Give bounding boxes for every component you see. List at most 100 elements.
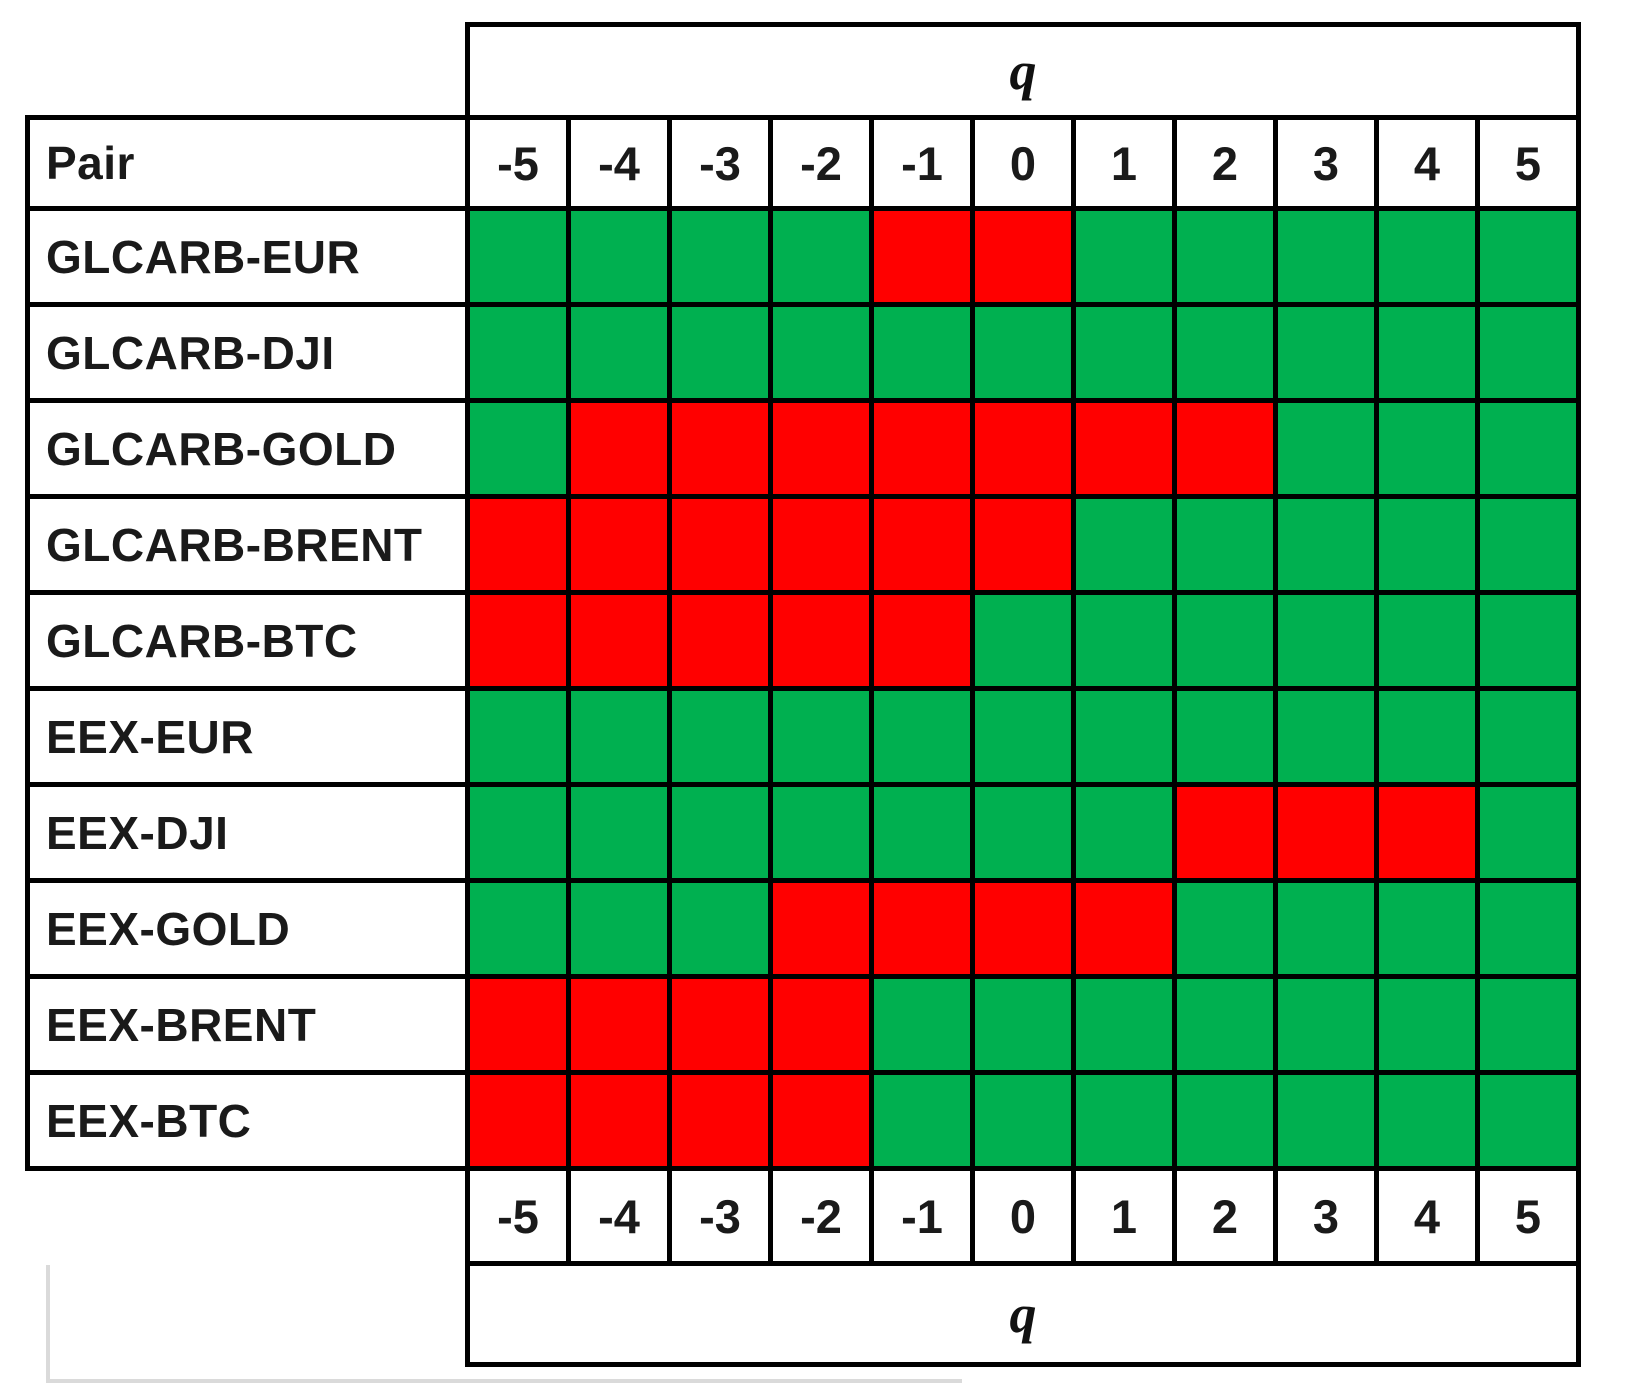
table-row: GLCARB-DJI: [25, 302, 1581, 403]
heat-cell-red: [768, 1070, 874, 1171]
pair-column-header: Pair: [25, 115, 470, 211]
q-column-footer: 5: [1475, 1166, 1581, 1266]
heat-cell-green: [1374, 494, 1480, 595]
q-column-footer: -5: [465, 1166, 571, 1266]
heat-cell-red: [566, 974, 672, 1075]
q-column-footer: 3: [1273, 1166, 1379, 1266]
q-column-header: 2: [1172, 115, 1278, 211]
heat-cell-green: [1475, 782, 1581, 883]
heat-cell-green: [465, 686, 571, 787]
heat-cell-green: [465, 782, 571, 883]
table-row: GLCARB-BTC: [25, 590, 1581, 691]
pair-label: GLCARB-BRENT: [25, 494, 470, 595]
heat-cell-red: [465, 1070, 571, 1171]
heat-cell-red: [465, 494, 571, 595]
table-row: GLCARB-GOLD: [25, 398, 1581, 499]
heat-cell-green: [1374, 206, 1480, 307]
heat-cell-red: [667, 494, 773, 595]
heat-cell-green: [869, 686, 975, 787]
q-column-header: 3: [1273, 115, 1379, 211]
heat-cell-red: [1172, 398, 1278, 499]
heat-cell-red: [970, 494, 1076, 595]
heat-cell-red: [566, 1070, 672, 1171]
pair-label: EEX-BRENT: [25, 974, 470, 1075]
q-column-footer: 1: [1071, 1166, 1177, 1266]
table-row: GLCARB-BRENT: [25, 494, 1581, 595]
heat-cell-green: [1071, 494, 1177, 595]
corner-spacer-bottom: [27, 1168, 468, 1264]
heat-cell-green: [465, 302, 571, 403]
q-column-footer: -3: [667, 1166, 773, 1266]
heat-cell-green: [869, 302, 975, 403]
heat-cell-green: [970, 974, 1076, 1075]
bottom-axis-label: q: [465, 1261, 1581, 1367]
heat-cell-green: [1475, 878, 1581, 979]
heat-cell-green: [566, 302, 672, 403]
heat-cell-green: [667, 206, 773, 307]
top-axis-row: q: [27, 22, 1581, 120]
heat-cell-green: [1071, 782, 1177, 883]
corner-spacer-top: [27, 24, 468, 118]
heat-cell-green: [1172, 686, 1278, 787]
heat-cell-red: [1374, 782, 1480, 883]
heat-cell-green: [1374, 302, 1480, 403]
heat-cell-red: [768, 398, 874, 499]
heat-cell-green: [1475, 1070, 1581, 1171]
q-column-header: -5: [465, 115, 571, 211]
heat-cell-red: [970, 398, 1076, 499]
column-header-row: Pair -5 -4 -3 -2 -1 0 1 2 3 4 5: [25, 115, 1581, 211]
heat-cell-green: [1172, 590, 1278, 691]
heat-cell-green: [768, 302, 874, 403]
heat-cell-green: [1273, 302, 1379, 403]
heat-cell-green: [869, 1070, 975, 1171]
heat-cell-red: [869, 206, 975, 307]
heat-cell-red: [970, 878, 1076, 979]
q-column-footer: -2: [768, 1166, 874, 1266]
heat-cell-green: [1374, 686, 1480, 787]
table-row: EEX-GOLD: [25, 878, 1581, 979]
heat-cell-green: [970, 590, 1076, 691]
q-column-header: 0: [970, 115, 1076, 211]
heat-cell-green: [667, 782, 773, 883]
heat-cell-red: [667, 1070, 773, 1171]
heat-cell-red: [768, 974, 874, 1075]
table-row: EEX-BTC: [25, 1070, 1581, 1171]
heat-cell-green: [465, 206, 571, 307]
heat-cell-green: [1475, 206, 1581, 307]
heat-cell-red: [768, 590, 874, 691]
heat-cell-red: [566, 494, 672, 595]
heat-cell-green: [1475, 398, 1581, 499]
heat-cell-green: [1172, 494, 1278, 595]
heat-cell-red: [667, 974, 773, 1075]
pair-label: GLCARB-GOLD: [25, 398, 470, 499]
heat-cell-green: [1273, 686, 1379, 787]
heat-cell-green: [1374, 1070, 1480, 1171]
heat-cell-green: [1172, 302, 1278, 403]
pair-label: EEX-BTC: [25, 1070, 470, 1171]
heat-cell-green: [566, 206, 672, 307]
heat-cell-green: [1273, 878, 1379, 979]
heat-cell-green: [1071, 206, 1177, 307]
top-axis-label: q: [465, 22, 1581, 120]
heat-cell-red: [768, 878, 874, 979]
pair-label: GLCARB-DJI: [25, 302, 470, 403]
heat-cell-green: [869, 974, 975, 1075]
heat-cell-red: [667, 590, 773, 691]
heat-cell-green: [768, 206, 874, 307]
table-row: EEX-BRENT: [25, 974, 1581, 1075]
heat-cell-green: [465, 398, 571, 499]
q-column-footer: 0: [970, 1166, 1076, 1266]
heat-cell-red: [1172, 782, 1278, 883]
q-column-footer: -4: [566, 1166, 672, 1266]
q-column-header: 1: [1071, 115, 1177, 211]
heat-cell-green: [970, 302, 1076, 403]
heat-cell-green: [1071, 974, 1177, 1075]
heat-cell-red: [869, 590, 975, 691]
heat-cell-green: [1071, 590, 1177, 691]
heat-cell-red: [566, 398, 672, 499]
q-column-footer: -1: [869, 1166, 975, 1266]
heat-cell-red: [1071, 878, 1177, 979]
q-column-header: -3: [667, 115, 773, 211]
heat-cell-green: [566, 686, 672, 787]
